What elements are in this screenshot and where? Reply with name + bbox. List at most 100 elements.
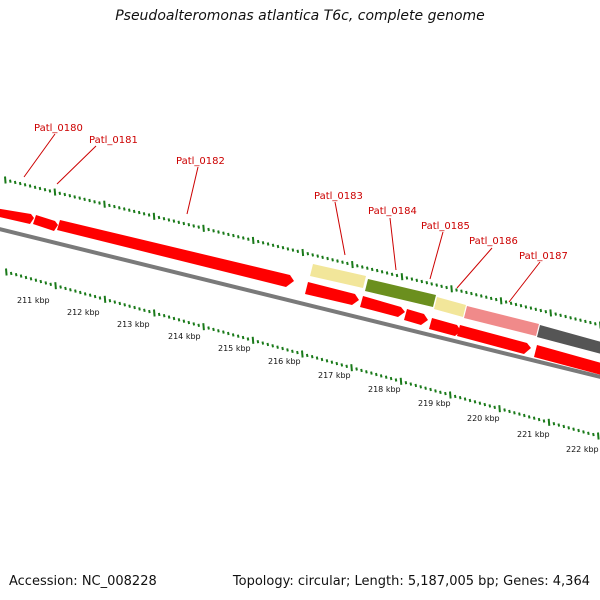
upper-minor-tick	[296, 249, 300, 253]
upper-minor-tick	[68, 194, 72, 198]
gene-lower-5[interactable]	[457, 325, 531, 354]
lower-minor-tick	[483, 402, 487, 407]
lower-tick-track	[5, 268, 600, 440]
label-patl-0183[interactable]: Patl_0183	[314, 191, 363, 202]
lower-minor-tick	[271, 344, 274, 348]
gene-patl-0182[interactable]	[57, 220, 294, 287]
upper-minor-tick	[113, 204, 116, 209]
upper-minor-tick	[574, 317, 577, 321]
upper-minor-tick	[261, 241, 265, 245]
upper-minor-tick	[485, 295, 488, 299]
lower-minor-tick	[365, 370, 368, 374]
lower-minor-tick	[414, 383, 418, 388]
upper-minor-tick	[361, 265, 364, 269]
genome-summary-text: Topology: circular; Length: 5,187,005 bp…	[232, 574, 590, 589]
page-title: Pseudoalteromonas atlantica T6c, complet…	[115, 8, 485, 24]
upper-minor-tick	[316, 254, 319, 258]
upper-minor-tick	[266, 242, 270, 246]
lower-major-tick	[547, 418, 551, 426]
scale-label-215: 215 kbp	[218, 344, 251, 353]
lower-minor-tick	[123, 303, 126, 307]
upper-minor-tick	[128, 208, 131, 212]
upper-minor-tick	[286, 247, 290, 251]
label-patl-0181[interactable]: Patl_0181	[89, 135, 138, 146]
label-patl-0180[interactable]: Patl_0180	[34, 123, 83, 134]
lower-minor-tick	[532, 416, 536, 420]
lower-minor-tick	[182, 319, 186, 323]
lower-minor-tick	[246, 337, 250, 341]
upper-minor-tick	[410, 277, 414, 281]
upper-minor-tick	[222, 231, 225, 235]
upper-minor-tick	[470, 291, 473, 296]
lower-minor-tick	[518, 412, 521, 416]
gene-lower-3[interactable]	[404, 309, 428, 325]
gene-patl-0183[interactable]	[310, 264, 366, 288]
label-patl-0187[interactable]: Patl_0187	[519, 251, 568, 262]
gene-patl-0180[interactable]	[0, 208, 34, 224]
upper-major-tick	[103, 200, 106, 208]
lower-minor-tick	[384, 375, 388, 379]
upper-minor-tick	[425, 281, 429, 285]
upper-minor-tick	[242, 236, 245, 240]
upper-minor-tick	[281, 246, 285, 250]
gene-patl-0186[interactable]	[464, 306, 539, 336]
lower-minor-tick	[330, 360, 334, 364]
lower-minor-tick	[527, 415, 531, 419]
scale-label-211: 211 kbp	[17, 296, 50, 305]
upper-minor-tick	[589, 320, 592, 325]
lower-minor-tick	[444, 391, 447, 396]
lower-minor-tick	[261, 341, 265, 345]
upper-minor-tick	[182, 221, 186, 226]
upper-minor-tick	[108, 203, 111, 208]
lower-minor-tick	[74, 289, 77, 293]
upper-major-tick	[301, 248, 305, 257]
gene-patl-0184[interactable]	[365, 279, 436, 307]
upper-major-tick	[351, 261, 354, 269]
gene-patl-0185[interactable]	[434, 297, 466, 317]
upper-minor-tick	[157, 215, 161, 220]
lower-minor-tick	[93, 294, 97, 299]
label-patl-0184[interactable]: Patl_0184	[368, 206, 417, 217]
lower-major-tick	[449, 391, 452, 399]
lower-minor-tick	[360, 368, 363, 373]
upper-minor-tick	[504, 300, 508, 304]
gene-lower-2[interactable]	[360, 296, 405, 317]
upper-minor-tick	[405, 276, 409, 280]
lower-major-tick	[251, 336, 255, 344]
label-patl-0185[interactable]: Patl_0185	[421, 221, 470, 232]
upper-minor-tick	[415, 278, 419, 282]
lower-minor-tick	[463, 397, 467, 401]
gene-lower-6[interactable]	[534, 345, 600, 376]
lower-minor-tick	[325, 359, 329, 363]
upper-minor-tick	[137, 210, 141, 215]
lower-minor-tick	[562, 424, 566, 429]
lower-minor-tick	[167, 315, 171, 319]
upper-minor-tick	[227, 232, 230, 237]
label-patl-0182[interactable]: Patl_0182	[176, 156, 225, 167]
label-patl-0186[interactable]: Patl_0186	[469, 236, 518, 247]
gene-lower-4[interactable]	[429, 318, 461, 336]
lower-minor-tick	[133, 305, 136, 310]
upper-minor-tick	[43, 188, 47, 192]
gene-labels: Patl_0180 Patl_0181 Patl_0182 Patl_0183 …	[34, 123, 568, 262]
gene-patl-0187[interactable]	[537, 325, 600, 355]
gene-lower-1[interactable]	[305, 282, 359, 305]
gene-patl-0181[interactable]	[33, 215, 58, 231]
upper-minor-tick	[341, 260, 344, 264]
lower-minor-tick	[59, 285, 62, 289]
upper-minor-tick	[480, 294, 483, 298]
lower-minor-tick	[552, 422, 556, 426]
lower-minor-tick	[172, 316, 176, 321]
lower-minor-tick	[424, 386, 427, 390]
scale-label-220: 220 kbp	[467, 414, 500, 423]
lower-major-tick	[597, 432, 600, 440]
upper-minor-tick	[306, 252, 310, 256]
upper-minor-tick	[58, 191, 62, 195]
upper-minor-tick	[544, 310, 548, 314]
lower-minor-tick	[587, 431, 590, 435]
lower-major-tick	[5, 268, 8, 276]
scale-label-218: 218 kbp	[368, 385, 401, 394]
lower-minor-tick	[207, 326, 210, 330]
upper-minor-tick	[197, 225, 200, 229]
lower-minor-tick	[291, 349, 294, 353]
